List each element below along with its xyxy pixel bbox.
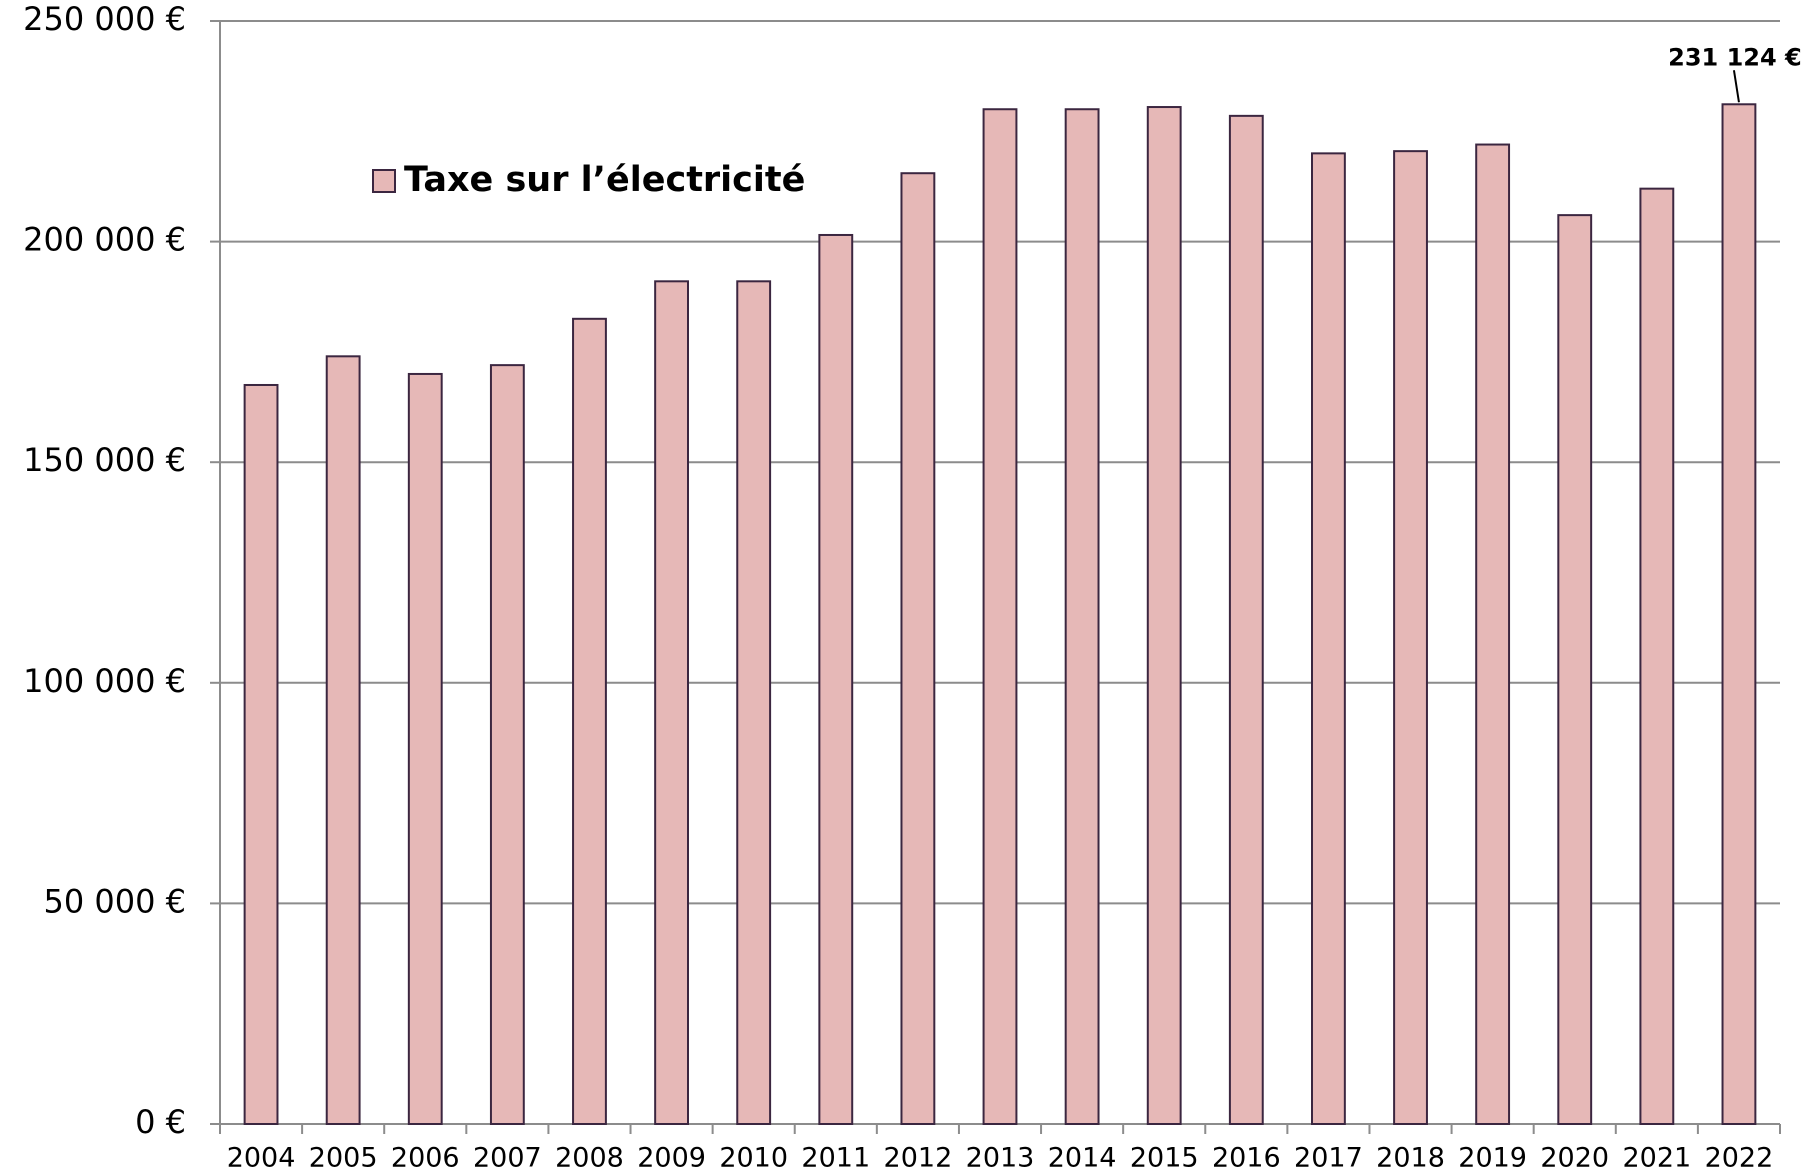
bar (1639, 187, 1675, 1125)
bar (1064, 108, 1100, 1126)
x-tick-label: 2019 (1458, 1143, 1527, 1174)
data-label: 231 124 € (1668, 43, 1802, 71)
x-tick-label: 2020 (1540, 1143, 1609, 1174)
legend-label: Taxe sur l’électricité (404, 160, 805, 200)
x-tick-label: 2009 (637, 1143, 706, 1174)
bar (1146, 106, 1182, 1125)
x-tick-label: 2005 (309, 1143, 378, 1174)
legend-swatch (372, 169, 396, 193)
x-tick-label: 2007 (473, 1143, 542, 1174)
label-leader (1732, 70, 1740, 103)
bar (736, 280, 772, 1126)
x-tick-label: 2022 (1705, 1143, 1774, 1174)
bar (1393, 150, 1428, 1126)
bar (900, 172, 936, 1126)
x-tick-label: 2014 (1048, 1143, 1117, 1174)
bar (1721, 103, 1757, 1126)
bar (325, 355, 361, 1125)
bar (407, 372, 443, 1125)
y-tick-label: 100 000 € (23, 662, 186, 700)
x-tick-label: 2004 (227, 1143, 296, 1174)
x-tick-label: 2017 (1294, 1143, 1363, 1174)
x-tick-label: 2010 (719, 1143, 788, 1174)
y-tick-label: 150 000 € (23, 441, 186, 479)
x-tick-label: 2006 (391, 1143, 460, 1174)
x-tick-label: 2013 (966, 1143, 1035, 1174)
x-tick-label: 2015 (1130, 1143, 1199, 1174)
x-tick-label: 2018 (1376, 1143, 1445, 1174)
bar (243, 383, 279, 1125)
x-tick-label: 2011 (801, 1143, 870, 1174)
bar (1475, 143, 1511, 1125)
y-tick-label: 0 € (135, 1103, 186, 1141)
x-tick-label: 2008 (555, 1143, 624, 1174)
y-tick-label: 200 000 € (23, 221, 186, 259)
bar (1311, 152, 1346, 1126)
y-tick-label: 250 000 € (23, 0, 186, 38)
bar (654, 280, 690, 1126)
x-tick-label: 2016 (1212, 1143, 1281, 1174)
bar (1228, 114, 1264, 1126)
bar (489, 364, 525, 1125)
y-tick-label: 50 000 € (44, 882, 187, 920)
x-tick-label: 2012 (884, 1143, 953, 1174)
x-tick-label: 2021 (1622, 1143, 1691, 1174)
bar (572, 317, 607, 1125)
bar (982, 108, 1018, 1126)
bar (818, 233, 854, 1125)
bar (1557, 214, 1593, 1126)
